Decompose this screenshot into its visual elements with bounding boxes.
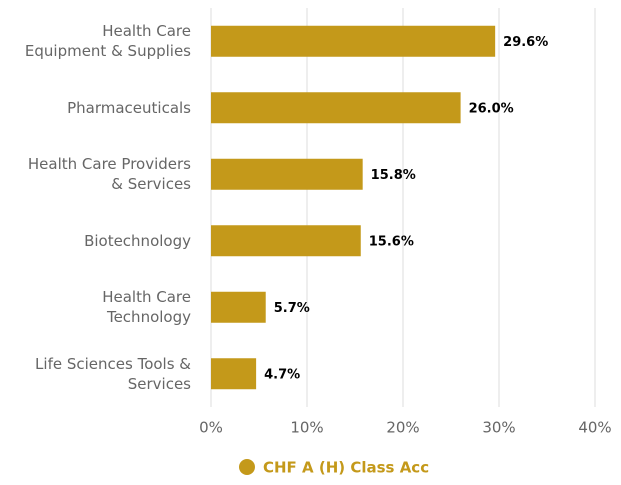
- y-tick-label: Health Care Technology: [102, 288, 191, 327]
- x-tick-label: 10%: [290, 419, 323, 437]
- data-label: 4.7%: [264, 367, 300, 382]
- y-tick-label: Health Care Equipment & Supplies: [24, 22, 191, 61]
- x-tick-label: 20%: [386, 419, 419, 437]
- data-label: 15.8%: [371, 168, 416, 183]
- bar: [211, 225, 361, 257]
- data-label: 26.0%: [469, 101, 514, 116]
- bar: [211, 25, 496, 57]
- x-tick-label: 40%: [578, 419, 611, 437]
- legend-marker: [239, 459, 255, 475]
- y-tick-label: Life Sciences Tools & Services: [35, 354, 191, 393]
- data-label: 29.6%: [503, 35, 548, 50]
- bar: [211, 291, 266, 323]
- y-tick-label: Biotechnology: [84, 231, 191, 250]
- bar: [211, 158, 363, 190]
- x-tick-label: 30%: [482, 419, 515, 437]
- data-label: 5.7%: [274, 301, 310, 316]
- data-label: 15.6%: [369, 234, 414, 249]
- bar: [211, 92, 461, 124]
- y-tick-label: Health Care Providers & Services: [27, 155, 191, 194]
- legend-label: CHF A (H) Class Acc: [263, 459, 429, 477]
- bar: [211, 358, 257, 390]
- y-tick-label: Pharmaceuticals: [67, 98, 191, 117]
- x-tick-label: 0%: [199, 419, 223, 437]
